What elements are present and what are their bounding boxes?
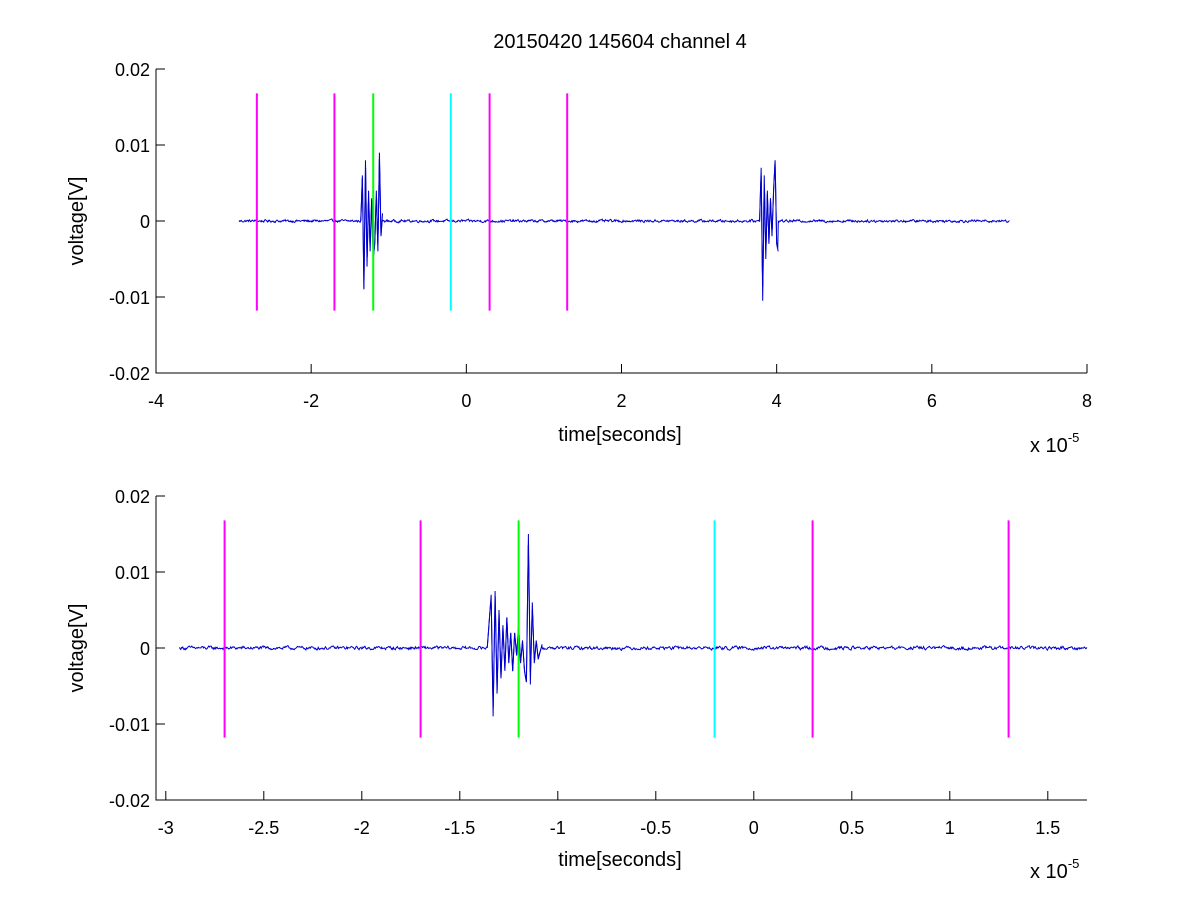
subplot-top: 20150420 145604 channel 4 -4 -2 0 2 4 6 8 -0.02… — [66, 31, 1092, 457]
x-tick-label-bottom-5: -0.5 — [640, 818, 671, 838]
plot-area-bottom — [179, 520, 1088, 738]
y-tick-label-top-2: 0 — [140, 212, 150, 232]
x-multiplier-exponent-top: -5 — [1068, 430, 1080, 445]
x-tick-label-top-4: 4 — [772, 391, 782, 411]
x-multiplier-exponent-bottom: -5 — [1068, 856, 1080, 871]
x-tick-label-bottom-6: 0 — [749, 818, 759, 838]
y-axis-label-top: voltage[V] — [66, 177, 88, 266]
x-tick-label-top-5: 6 — [927, 391, 937, 411]
y-tick-label-top-3: 0.01 — [115, 136, 150, 156]
x-tick-label-bottom-4: -1 — [550, 818, 566, 838]
x-multiplier-base-top: x 10 — [1030, 435, 1068, 457]
x-tick-label-bottom-0: -3 — [158, 818, 174, 838]
x-tick-label-top-3: 2 — [616, 391, 626, 411]
signal-burst-bottom-0 — [486, 533, 543, 717]
y-tick-label-bottom-3: 0.01 — [115, 563, 150, 583]
y-tick-label-top-0: -0.02 — [109, 364, 150, 384]
x-multiplier-top: x 10-5 — [1030, 430, 1079, 457]
x-tick-label-bottom-9: 1.5 — [1035, 818, 1060, 838]
y-tick-label-top-4: 0.02 — [115, 60, 150, 80]
x-tick-label-top-6: 8 — [1082, 391, 1092, 411]
y-tick-label-bottom-1: -0.01 — [109, 715, 150, 735]
subplot-bottom: -3 -2.5 -2 -1.5 -1 -0.5 0 0.5 1 1.5 -0.02 -0.01 0 0.0… — [66, 487, 1088, 883]
plot-area-top — [238, 93, 1010, 311]
x-tick-label-bottom-1: -2.5 — [248, 818, 279, 838]
x-tick-label-bottom-8: 1 — [945, 818, 955, 838]
signal-burst-top-0 — [360, 152, 384, 290]
y-tick-label-bottom-0: -0.02 — [109, 791, 150, 811]
y-tick-label-bottom-4: 0.02 — [115, 487, 150, 507]
x-multiplier-base-bottom: x 10 — [1030, 861, 1068, 883]
x-tick-label-top-0: -4 — [148, 391, 164, 411]
signal-line-bottom — [179, 545, 1088, 708]
x-tick-label-bottom-3: -1.5 — [444, 818, 475, 838]
chart-title: 20150420 145604 channel 4 — [493, 31, 747, 53]
x-tick-label-bottom-7: 0.5 — [839, 818, 864, 838]
x-axis-label-bottom: time[seconds] — [558, 849, 681, 871]
x-tick-label-top-2: 0 — [461, 391, 471, 411]
x-axis-label-top: time[seconds] — [558, 424, 681, 446]
y-tick-label-bottom-2: 0 — [140, 639, 150, 659]
x-multiplier-bottom: x 10-5 — [1030, 856, 1079, 883]
y-axis-label-bottom: voltage[V] — [66, 604, 88, 693]
ticks-top: -4 -2 0 2 4 6 8 -0.02 -0.01 0 0.01 0.02 — [109, 60, 1092, 411]
x-tick-label-top-1: -2 — [303, 391, 319, 411]
signal-burst-top-1 — [759, 160, 779, 301]
ticks-bottom: -3 -2.5 -2 -1.5 -1 -0.5 0 0.5 1 1.5 -0.02 -0.01 0 0.0… — [109, 487, 1060, 838]
x-tick-label-bottom-2: -2 — [354, 818, 370, 838]
y-tick-label-top-1: -0.01 — [109, 288, 150, 308]
